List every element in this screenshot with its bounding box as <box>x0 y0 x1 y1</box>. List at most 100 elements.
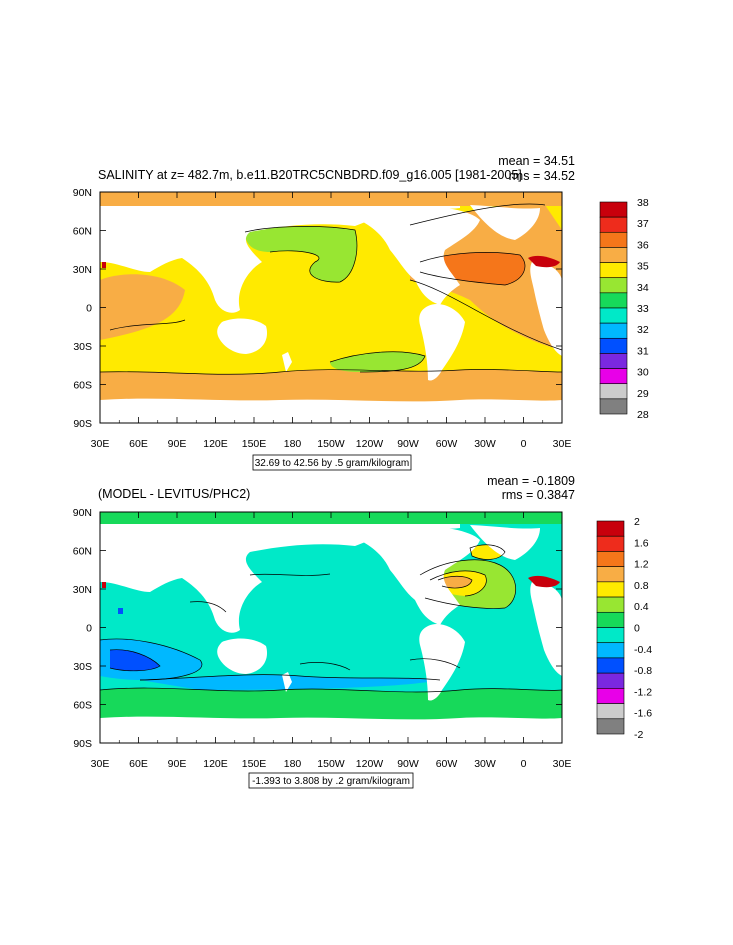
x-tick-label: 120E <box>203 438 228 450</box>
rms-label: rms = 0.3847 <box>502 488 575 502</box>
legend-swatch <box>596 581 625 598</box>
y-tick-label: 0 <box>86 303 92 315</box>
legend-label: 30 <box>637 367 649 379</box>
y-tick-label: 90S <box>73 418 92 430</box>
panel-title: (MODEL - LEVITUS/PHC2) <box>98 487 250 501</box>
x-tick-label: 180 <box>284 438 302 450</box>
legend-swatch <box>596 657 625 674</box>
y-axis: 90N 60N 30N 0 30S 60S 90S <box>73 187 562 430</box>
legend-swatch <box>596 688 625 704</box>
legend-swatch <box>599 307 628 324</box>
x-tick-label: 150E <box>242 758 267 770</box>
legend-swatch <box>596 596 625 613</box>
x-tick-label: 0 <box>521 758 527 770</box>
legend-label: -0.4 <box>634 644 652 656</box>
x-tick-label: 30W <box>474 758 496 770</box>
legend-swatch <box>596 520 625 537</box>
x-axis: 30E 60E 90E 120E 150E 180 150W 120W 90W 60W 30W 0 30… <box>91 192 571 450</box>
mean-label: mean = 34.51 <box>498 154 575 168</box>
legend-swatch <box>599 247 628 263</box>
legend-label: -2 <box>634 729 643 741</box>
legend-swatch <box>596 672 625 689</box>
legend-label: 1.6 <box>634 537 649 549</box>
legend-swatch <box>599 216 628 233</box>
x-tick-label: 90W <box>397 758 419 770</box>
legend-label: 32 <box>637 324 649 336</box>
y-tick-label: 30S <box>73 341 92 353</box>
y-tick-label: 0 <box>86 623 92 635</box>
x-tick-label: 150E <box>242 438 267 450</box>
x-axis: 30E 60E 90E 120E 150E 180 150W 120W 90W 60W 30W 0 30… <box>91 512 572 770</box>
legend-label: 29 <box>637 388 649 400</box>
y-tick-label: 60N <box>73 226 92 238</box>
legend-swatch <box>599 353 628 369</box>
legend-label: -0.8 <box>634 665 652 677</box>
legend-swatch <box>599 292 628 309</box>
legend-label: -1.2 <box>634 686 652 698</box>
x-tick-label: 60E <box>129 758 148 770</box>
panel-title: SALINITY at z= 482.7m, b.e11.B20TRC5CNBD… <box>98 168 522 182</box>
x-tick-label: 150W <box>317 438 345 450</box>
legend-label: 0.4 <box>634 601 649 613</box>
legend-swatch <box>596 551 625 567</box>
contour-info: -1.393 to 3.808 by .2 gram/kilogram <box>252 776 410 787</box>
y-axis: 90N 60N 30N 0 30S 60S 90S <box>73 507 562 750</box>
color-legend: 38 37 36 35 34 33 32 31 30 29 28 <box>599 197 649 421</box>
y-tick-label: 90N <box>73 507 92 519</box>
legend-swatch <box>596 566 625 583</box>
mean-label: mean = -0.1809 <box>487 474 575 488</box>
y-tick-label: 30N <box>73 584 92 596</box>
legend-label: 36 <box>637 239 649 251</box>
legend-label: 35 <box>637 261 649 273</box>
legend-label: 28 <box>637 409 649 421</box>
x-tick-label: 30E <box>553 758 572 770</box>
x-tick-label: 0 <box>521 438 527 450</box>
y-tick-label: 90N <box>73 187 92 199</box>
legend-swatch <box>599 337 628 354</box>
y-tick-label: 60S <box>73 380 92 392</box>
x-tick-label: 30E <box>91 438 110 450</box>
legend-swatch <box>599 277 628 294</box>
legend-swatch <box>599 383 628 400</box>
legend-swatch <box>596 627 625 644</box>
legend-swatch <box>599 398 628 415</box>
y-tick-label: 90S <box>73 738 92 750</box>
panel-difference: (MODEL - LEVITUS/PHC2) mean = -0.1809 rm… <box>73 474 652 789</box>
color-legend: 2 1.6 1.2 0.8 0.4 0 -0.4 -0.8 -1.2 -1.6 -2 <box>596 516 652 741</box>
legend-swatch <box>596 642 625 659</box>
legend-label: 2 <box>634 516 640 528</box>
legend-swatch <box>596 611 625 628</box>
x-tick-label: 150W <box>317 758 345 770</box>
legend-swatch <box>599 322 628 339</box>
y-tick-label: 60S <box>73 700 92 712</box>
x-tick-label: 60W <box>436 438 458 450</box>
rms-label: rms = 34.52 <box>509 169 575 183</box>
y-tick-label: 30N <box>73 264 92 276</box>
contour-info-box <box>248 772 414 789</box>
x-tick-label: 120W <box>356 758 384 770</box>
legend-swatch <box>596 718 625 735</box>
x-tick-label: 30W <box>474 438 496 450</box>
x-tick-label: 120E <box>203 758 228 770</box>
x-tick-label: 120W <box>356 438 384 450</box>
x-tick-label: 90E <box>168 438 187 450</box>
panel-salinity: SALINITY at z= 482.7m, b.e11.B20TRC5CNBD… <box>73 154 649 471</box>
legend-label: -1.6 <box>634 708 652 720</box>
x-tick-label: 180 <box>284 758 302 770</box>
legend-label: 38 <box>637 197 649 209</box>
legend-label: 34 <box>637 282 649 294</box>
legend-label: 33 <box>637 303 649 315</box>
y-tick-label: 30S <box>73 661 92 673</box>
legend-swatch <box>599 201 628 218</box>
legend-label: 37 <box>637 218 649 230</box>
map-field <box>100 512 562 743</box>
contour-info-box <box>252 454 412 471</box>
map-field <box>100 192 562 423</box>
legend-swatch <box>599 368 628 385</box>
x-tick-label: 30E <box>91 758 110 770</box>
legend-label: 0 <box>634 623 640 635</box>
y-tick-label: 60N <box>73 546 92 558</box>
legend-swatch <box>599 231 628 248</box>
legend-label: 1.2 <box>634 559 649 571</box>
